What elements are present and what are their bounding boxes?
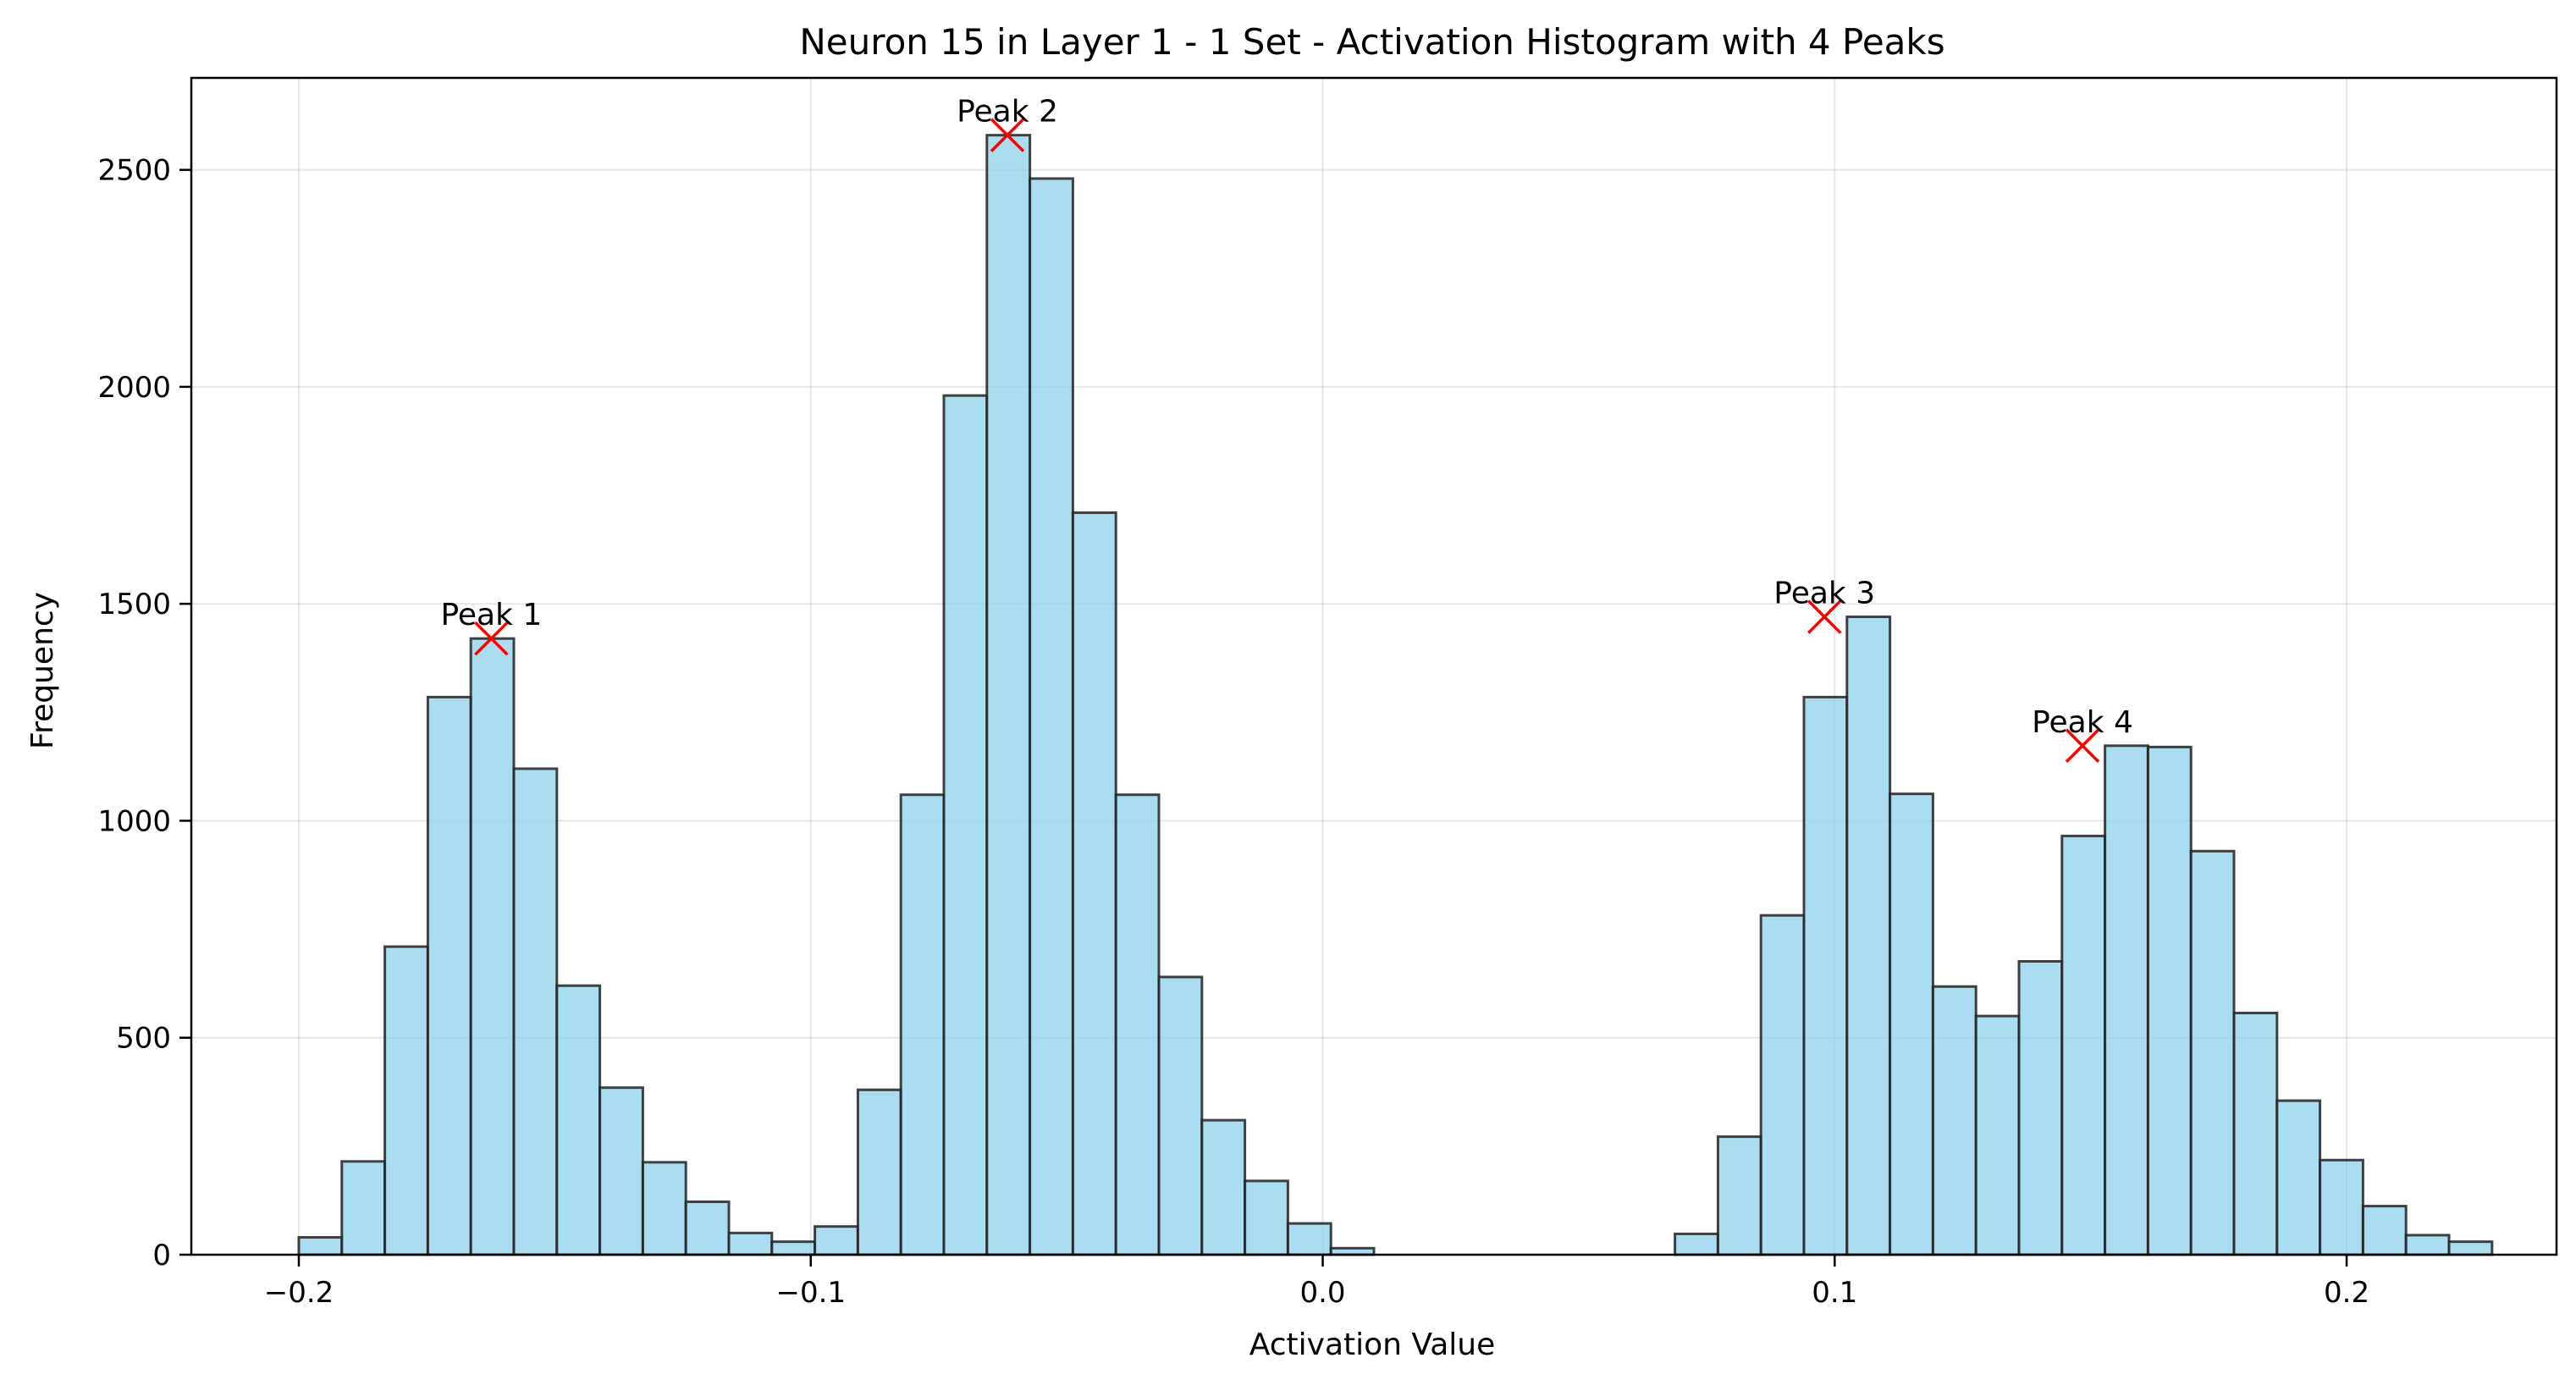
histogram-bar [555, 984, 602, 1256]
histogram-bar [1716, 1135, 1762, 1256]
y-tick-label: 0 [152, 1239, 171, 1272]
histogram-bar [2189, 849, 2236, 1256]
histogram-bar [598, 1086, 644, 1256]
peak-label: Peak 2 [957, 95, 1058, 130]
histogram-bar [641, 1161, 687, 1256]
y-tick-label: 2500 [97, 154, 171, 188]
histogram-bar [727, 1231, 774, 1256]
histogram-bar [297, 1235, 344, 1256]
peak-label: Peak 1 [440, 598, 542, 632]
histogram-bar [469, 637, 516, 1256]
peak-marker [1807, 599, 1842, 634]
histogram-bar [2146, 745, 2193, 1256]
histogram-bar [2319, 1158, 2364, 1256]
histogram-bar [2017, 960, 2064, 1256]
chart-title: Neuron 15 in Layer 1 - 1 Set - Activatio… [799, 21, 1944, 63]
y-tick-label: 500 [116, 1022, 171, 1056]
histogram-bar [1674, 1232, 1719, 1256]
histogram-bar [426, 695, 472, 1256]
histogram-bar [1029, 177, 1074, 1256]
plot-frame [190, 76, 2558, 1256]
x-tick-label: 0.2 [2324, 1276, 2369, 1310]
peak-label: Peak 3 [1773, 577, 1875, 611]
bars-layer [297, 134, 2494, 1256]
histogram-bar [2232, 1012, 2279, 1256]
histogram-bar [1845, 615, 1892, 1256]
histogram-bar [942, 394, 989, 1256]
x-tick-label: 0.0 [1299, 1276, 1345, 1310]
histogram-bar [340, 1160, 387, 1256]
y-tick-label: 2000 [97, 371, 171, 405]
x-tick-label: −0.1 [775, 1276, 846, 1310]
peak-marker [2065, 728, 2100, 764]
histogram-bar [383, 945, 429, 1256]
histogram-bar [1114, 793, 1161, 1256]
histogram-bar [1157, 975, 1204, 1256]
peak-marker [474, 621, 509, 656]
histogram-bar [2060, 834, 2107, 1256]
x-axis-label: Activation Value [1249, 1328, 1496, 1362]
histogram-bar [1974, 1014, 2021, 1256]
histogram-bar [2361, 1205, 2408, 1256]
histogram-bar [512, 767, 559, 1256]
peaks-layer: Peak 1 Peak 2 Peak 3 Peak 4 [440, 95, 2133, 764]
histogram-bar [2447, 1240, 2494, 1256]
histogram-bar [2104, 744, 2149, 1256]
peak-marker-stroke [2065, 728, 2100, 764]
peak-marker-stroke [1807, 599, 1842, 634]
histogram-bar [2275, 1099, 2322, 1256]
histogram-bar [899, 793, 946, 1256]
peak-marker-stroke [474, 621, 509, 656]
peak-marker-stroke [990, 118, 1025, 152]
histogram-bar [1802, 695, 1849, 1256]
x-tick-label: 0.1 [1812, 1276, 1857, 1310]
histogram-bar [985, 134, 1032, 1256]
histogram-bar [1071, 511, 1117, 1256]
histogram-bar [1759, 914, 1806, 1256]
histogram-bar [1200, 1118, 1247, 1256]
histogram-bar [770, 1240, 817, 1256]
histogram-bar [1244, 1179, 1289, 1256]
peak-label: Peak 4 [2032, 705, 2133, 740]
histogram-bar [1889, 792, 1934, 1256]
x-tick-label: −0.2 [264, 1276, 334, 1310]
histogram-bar [1286, 1222, 1332, 1256]
axes-layer [190, 76, 2558, 1256]
histogram-bar [1931, 985, 1978, 1256]
histogram-bar [2404, 1234, 2451, 1256]
ticks-layer: −0.2 −0.1 0.0 0.1 0.2 0 500 1000 1500 2000 2500 [97, 154, 2369, 1310]
y-tick-label: 1000 [97, 804, 171, 838]
histogram-bar [814, 1225, 859, 1256]
y-axis-label: Frequency [25, 592, 60, 749]
y-tick-label: 1500 [97, 588, 171, 621]
peak-marker [990, 118, 1025, 152]
histogram-bar [684, 1200, 731, 1256]
histogram-bar [856, 1088, 902, 1256]
